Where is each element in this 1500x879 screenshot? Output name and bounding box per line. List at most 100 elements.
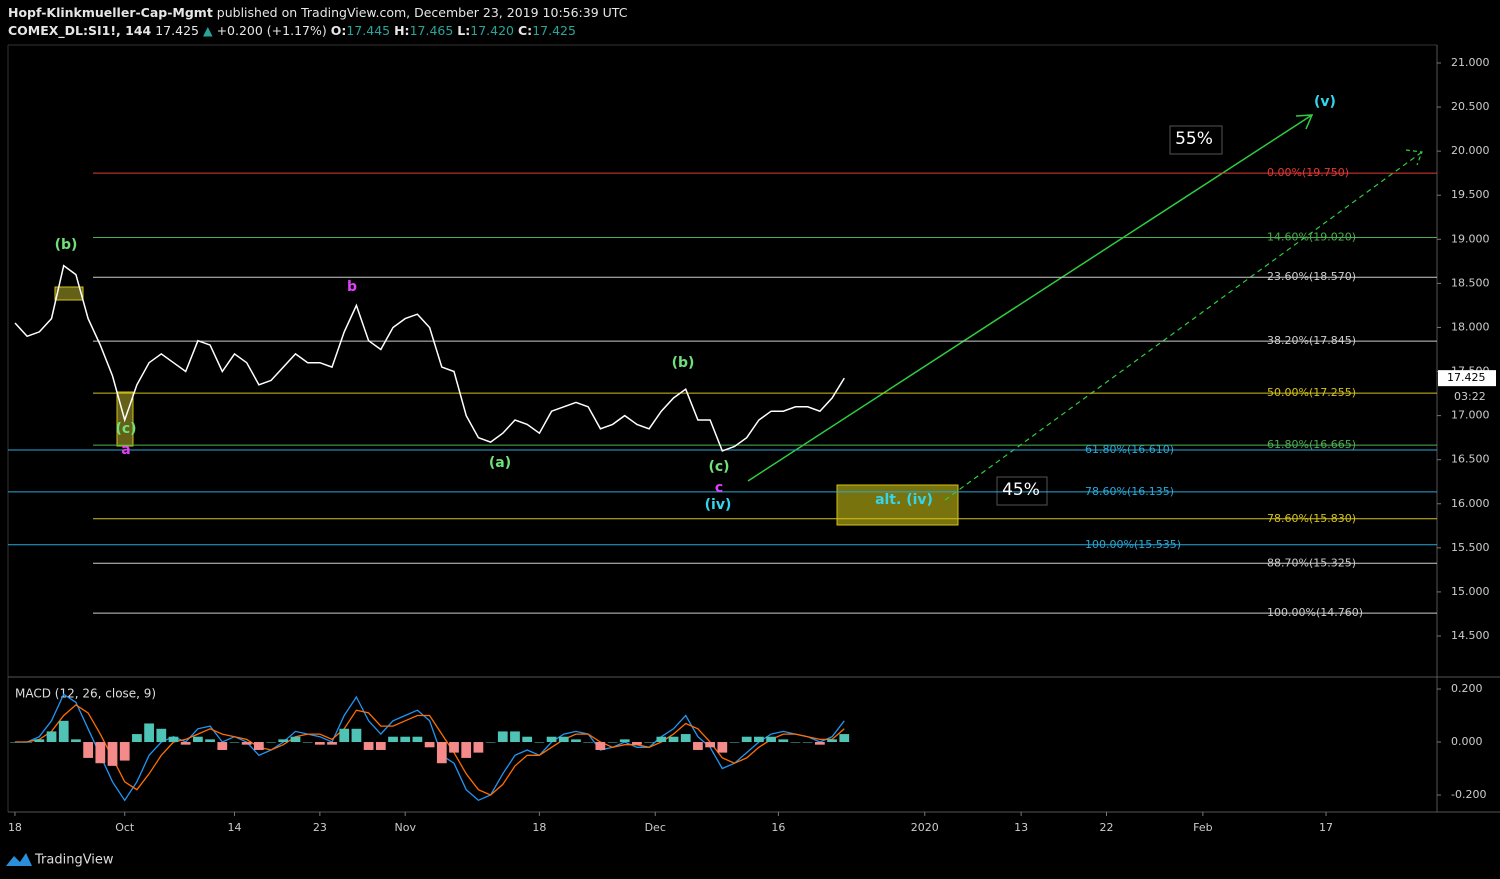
macd-histogram-bar: [290, 736, 301, 743]
y-tick-label: 15.500: [1451, 541, 1490, 554]
last: 17.425: [155, 23, 199, 38]
x-tick-label: Oct: [115, 821, 135, 834]
c-label: C:: [518, 23, 533, 38]
fib-label: 50.00%(17.255): [1267, 386, 1356, 399]
macd-histogram-bar: [363, 742, 374, 750]
y-tick-label: 16.500: [1451, 453, 1490, 466]
h: 17.465: [409, 23, 454, 38]
macd-histogram-bar: [839, 734, 850, 743]
macd-histogram-bar: [375, 742, 386, 750]
macd-histogram-bar: [497, 731, 508, 743]
y-tick-label: 19.000: [1451, 232, 1490, 245]
arrow: ▲: [202, 23, 213, 38]
macd-histogram-bar: [680, 734, 691, 743]
y-tick-label: -0.200: [1451, 788, 1486, 801]
macd-histogram-bar: [10, 742, 20, 743]
macd-histogram-bar: [815, 742, 825, 745]
macd-histogram-bar: [607, 742, 618, 743]
macd-histogram-bar: [217, 742, 228, 750]
wave-label: (iv): [705, 497, 732, 513]
o-label: O:: [330, 23, 347, 38]
price-tag-label: 17.425: [1447, 371, 1486, 384]
x-tick-label: 18: [8, 821, 22, 834]
y-tick-label: 15.000: [1451, 585, 1490, 598]
macd-histogram-bar: [522, 736, 533, 743]
macd-histogram-bar: [266, 742, 276, 743]
c: 17.425: [532, 23, 576, 38]
macd-histogram-bar: [34, 739, 45, 743]
macd-histogram-bar: [436, 742, 447, 764]
y-tick-label: 20.000: [1451, 144, 1490, 157]
header-line-1: Hopf-Klinkmueller-Cap-Mgmt published on …: [8, 4, 627, 22]
l-label: L:: [457, 23, 471, 38]
macd-histogram-bar: [424, 742, 435, 748]
macd-histogram-bar: [693, 742, 703, 750]
y-tick-label: 18.500: [1451, 276, 1490, 289]
y-tick-label: 16.000: [1451, 497, 1490, 510]
x-tick-label: 16: [771, 821, 785, 834]
macd-histogram-bar: [95, 742, 106, 764]
countdown-label: 03:22: [1454, 390, 1486, 403]
y-tick-label: 21.000: [1451, 56, 1490, 69]
macd-histogram-bar: [168, 736, 179, 743]
wave-label: (c): [115, 421, 136, 437]
macd-histogram-bar: [778, 739, 789, 743]
wave-label: 45%: [1002, 480, 1040, 500]
author: Hopf-Klinkmueller-Cap-Mgmt: [8, 5, 213, 20]
fib-label: 38.20%(17.845): [1267, 334, 1356, 347]
macd-histogram-bar: [534, 742, 545, 743]
projection-arrow: [747, 114, 1313, 482]
change: +0.200 (+1.17%): [216, 23, 327, 38]
macd-histogram-bar: [132, 734, 142, 743]
y-tick-label: 18.000: [1451, 320, 1490, 333]
fib-label: 100.00%(15.535): [1085, 538, 1181, 551]
x-tick-label: Feb: [1193, 821, 1212, 834]
x-tick-label: 13: [1014, 821, 1028, 834]
macd-histogram-bar: [729, 742, 740, 743]
macd-histogram-bar: [205, 739, 215, 743]
wave-label: (c): [708, 459, 729, 475]
macd-histogram-bar: [229, 742, 240, 743]
macd-histogram-bar: [400, 736, 411, 743]
macd-histogram-bar: [741, 736, 752, 743]
macd-histogram-bar: [327, 742, 337, 745]
y-tick-label: 0.200: [1451, 682, 1483, 695]
macd-histogram-bar: [119, 742, 130, 761]
macd-histogram-bar: [754, 736, 764, 743]
macd-histogram-bar: [790, 742, 801, 743]
macd-line: [15, 704, 845, 796]
y-tick-label: 14.500: [1451, 629, 1490, 642]
fib-label: 23.60%(18.570): [1267, 270, 1356, 283]
macd-histogram-bar: [302, 742, 313, 743]
macd-histogram-bar: [546, 736, 557, 743]
wave-label: b: [347, 279, 357, 295]
fib-label: 0.00%(19.750): [1267, 166, 1349, 179]
x-tick-label: 18: [532, 821, 546, 834]
macd-histogram-bar: [461, 742, 472, 758]
macd-histogram-bar: [449, 742, 459, 753]
fib-label: 88.70%(15.325): [1267, 556, 1356, 569]
x-tick-label: 23: [313, 821, 327, 834]
wave-label: (b): [672, 355, 695, 371]
percent-box: [1169, 125, 1223, 155]
y-tick-label: 0.000: [1451, 735, 1483, 748]
macd-histogram-bar: [558, 736, 569, 743]
x-tick-label: 2020: [911, 821, 939, 834]
macd-histogram-bar: [802, 742, 813, 743]
y-tick-label: 19.500: [1451, 188, 1490, 201]
macd-histogram-bar: [766, 736, 776, 743]
macd-histogram-bar: [83, 742, 94, 758]
fib-label: 100.00%(14.760): [1267, 606, 1363, 619]
h-label: H:: [394, 23, 410, 38]
wave-label: alt. (iv): [875, 492, 933, 508]
percent-box: [996, 476, 1048, 506]
macd-histogram-bar: [46, 731, 57, 743]
macd-histogram-bar: [485, 742, 496, 743]
published: published on TradingView.com, December 2…: [216, 5, 628, 20]
x-tick-label: 14: [227, 821, 241, 834]
x-tick-label: Dec: [645, 821, 666, 834]
fib-label: 61.80%(16.610): [1085, 443, 1174, 456]
price-line: [14, 264, 845, 452]
macd-histogram-bar: [388, 736, 398, 743]
